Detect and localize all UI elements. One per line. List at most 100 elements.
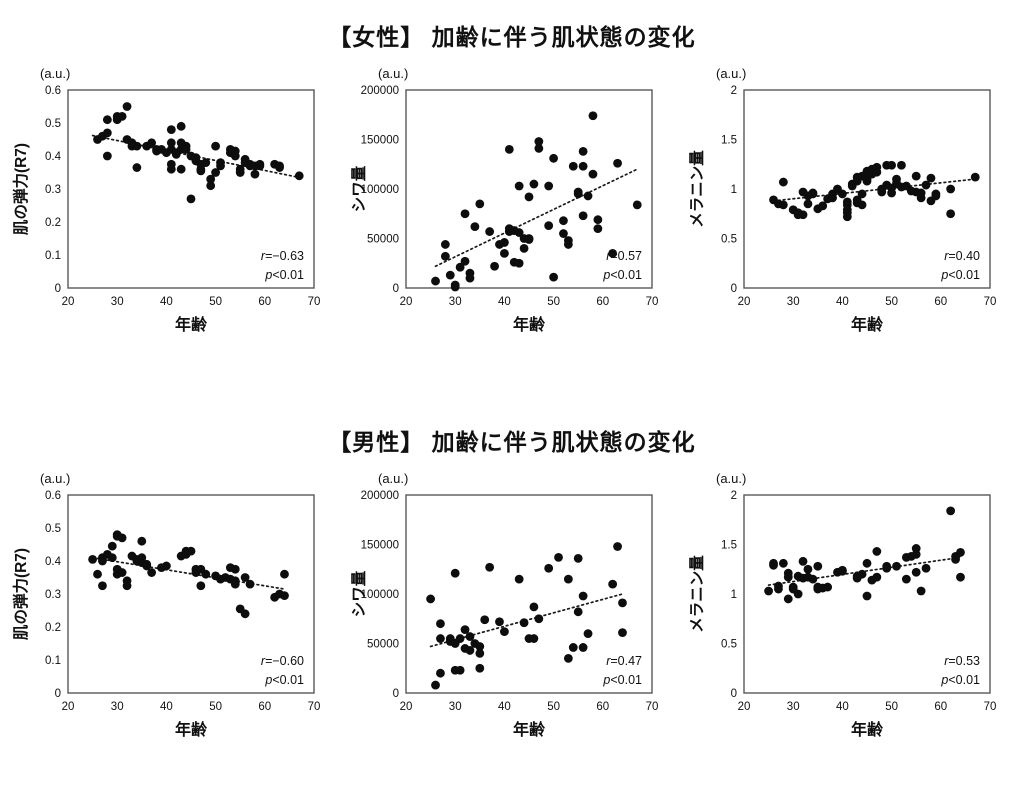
y-axis-label: 肌の弾力(R7) bbox=[11, 143, 30, 235]
data-point bbox=[877, 187, 887, 197]
chart-male-melanin-amount: (a.u.) 0 0.5 1 1.5 2 20 30 40 50 60 70 r=0.53 p<0.01 年… bbox=[684, 469, 1016, 756]
x-tick-label: 20 bbox=[738, 296, 751, 308]
data-point bbox=[465, 632, 475, 641]
male-chart-row: (a.u.) 0 0.1 0.2 0.3 0.4 0.5 0.6 20 30 40 50 60 70 r=−… bbox=[0, 469, 1024, 756]
data-point bbox=[440, 251, 450, 261]
data-point bbox=[783, 572, 793, 582]
y-axis-label: シワ量 bbox=[350, 165, 368, 212]
data-point bbox=[970, 172, 980, 182]
data-point bbox=[892, 561, 901, 571]
x-tick-label: 50 bbox=[885, 296, 898, 308]
data-point bbox=[206, 181, 216, 191]
data-point bbox=[201, 569, 211, 579]
female-section: 【女性】 加齢に伴う肌状態の変化 (a.u.) 0 0.1 0.2 0.3 0.4 0.5 0… bbox=[0, 18, 1024, 351]
female-elasticity-svg: (a.u.) 0 0.1 0.2 0.3 0.4 0.5 0.6 20 30 40 50 60 70 r=−… bbox=[11, 66, 321, 334]
data-points bbox=[426, 542, 627, 690]
y-tick-label: 0.3 bbox=[45, 184, 61, 196]
data-point bbox=[107, 541, 117, 551]
data-point bbox=[563, 574, 573, 584]
data-point bbox=[93, 569, 102, 579]
y-tick-label: 0.5 bbox=[45, 118, 61, 130]
data-point bbox=[559, 229, 568, 238]
y-tick-label: 0 bbox=[55, 283, 61, 295]
data-point bbox=[431, 680, 440, 690]
x-tick-label: 30 bbox=[449, 701, 462, 713]
data-point bbox=[475, 199, 485, 209]
data-point bbox=[117, 112, 127, 121]
x-tick-label: 70 bbox=[308, 296, 321, 308]
data-point bbox=[887, 160, 896, 170]
y-tick-label: 0 bbox=[55, 688, 61, 700]
data-point bbox=[608, 248, 618, 258]
y-tick-label: 150000 bbox=[361, 540, 399, 552]
data-point bbox=[490, 261, 499, 271]
y-tick-label: 2 bbox=[731, 490, 737, 502]
stats-r-label: r=0.57 bbox=[606, 249, 642, 263]
data-point bbox=[470, 222, 480, 232]
male-melanin-svg: (a.u.) 0 0.5 1 1.5 2 20 30 40 50 60 70 r=0.53 p<0.01 年… bbox=[688, 471, 996, 739]
data-point bbox=[275, 163, 284, 172]
plot-frame bbox=[743, 89, 991, 289]
x-tick-label: 60 bbox=[258, 296, 271, 308]
data-point bbox=[102, 151, 112, 161]
data-point bbox=[88, 554, 97, 564]
data-point bbox=[588, 169, 598, 179]
y-axis-ticks: 0 50000 100000 150000 200000 bbox=[361, 85, 399, 295]
data-point bbox=[901, 574, 911, 584]
y-tick-label: 0.4 bbox=[45, 151, 62, 163]
y-axis-label: メラニン量 bbox=[688, 555, 706, 633]
y-axis-label: 肌の弾力(R7) bbox=[11, 548, 30, 640]
data-point bbox=[455, 262, 465, 272]
y-tick-label: 2 bbox=[731, 85, 737, 97]
y-axis-label: シワ量 bbox=[350, 570, 368, 617]
data-point bbox=[137, 536, 147, 546]
x-tick-label: 50 bbox=[209, 296, 222, 308]
data-point bbox=[132, 163, 142, 172]
data-point bbox=[102, 115, 112, 125]
data-point bbox=[475, 642, 485, 651]
data-point bbox=[828, 193, 837, 203]
data-point bbox=[632, 200, 642, 210]
x-tick-label: 30 bbox=[111, 296, 124, 308]
unit-label: (a.u.) bbox=[378, 66, 408, 81]
data-point bbox=[778, 177, 788, 187]
stats-p-label: p<0.01 bbox=[940, 268, 980, 282]
x-tick-label: 60 bbox=[934, 296, 947, 308]
data-point bbox=[897, 160, 906, 170]
data-point bbox=[280, 591, 289, 601]
data-point bbox=[436, 619, 445, 629]
data-point bbox=[563, 240, 573, 249]
data-point bbox=[280, 569, 289, 579]
data-point bbox=[872, 167, 882, 177]
data-point bbox=[946, 184, 956, 194]
data-point bbox=[573, 553, 583, 563]
data-point bbox=[176, 164, 186, 174]
data-point bbox=[818, 201, 828, 211]
data-point bbox=[211, 141, 221, 151]
y-tick-label: 100000 bbox=[361, 589, 399, 601]
data-point bbox=[956, 548, 965, 557]
x-tick-label: 30 bbox=[787, 296, 800, 308]
stats-r-label: r=0.53 bbox=[944, 654, 980, 668]
chart-male-wrinkle-amount: (a.u.) 0 50000 100000 150000 200000 20 30 40 50 60… bbox=[346, 469, 678, 756]
data-point bbox=[857, 569, 867, 579]
data-point bbox=[593, 224, 603, 234]
data-point bbox=[117, 533, 127, 543]
x-tick-label: 70 bbox=[984, 296, 997, 308]
data-point bbox=[783, 594, 793, 604]
data-point bbox=[946, 209, 956, 219]
data-point bbox=[102, 128, 112, 138]
x-tick-label: 50 bbox=[885, 701, 898, 713]
y-tick-label: 0.6 bbox=[45, 490, 61, 502]
data-point bbox=[132, 141, 142, 151]
data-point bbox=[588, 111, 598, 121]
data-point bbox=[568, 161, 578, 171]
plot-frame bbox=[743, 494, 991, 694]
x-tick-label: 20 bbox=[400, 296, 413, 308]
stats-r-label: r=−0.63 bbox=[261, 249, 304, 263]
data-point bbox=[931, 191, 941, 201]
plot-frame bbox=[67, 89, 315, 289]
x-tick-label: 70 bbox=[646, 701, 659, 713]
y-tick-label: 100000 bbox=[361, 184, 399, 196]
